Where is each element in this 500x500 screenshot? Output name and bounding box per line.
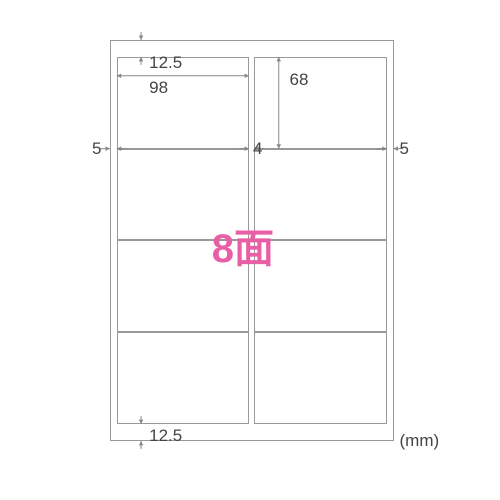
label-cell <box>254 332 386 424</box>
label-cell <box>254 57 386 149</box>
label-cell <box>254 149 386 241</box>
label-cell <box>117 240 249 332</box>
label-cell <box>117 57 249 149</box>
dim-left-margin: 5 <box>92 139 101 159</box>
label-cell <box>254 240 386 332</box>
dim-right-margin: 5 <box>400 139 409 159</box>
label-cell <box>117 332 249 424</box>
unit-label: (mm) <box>400 431 440 451</box>
diagram-stage: 12.5986854512.5(mm)8面 <box>0 0 500 500</box>
label-cell <box>117 149 249 241</box>
